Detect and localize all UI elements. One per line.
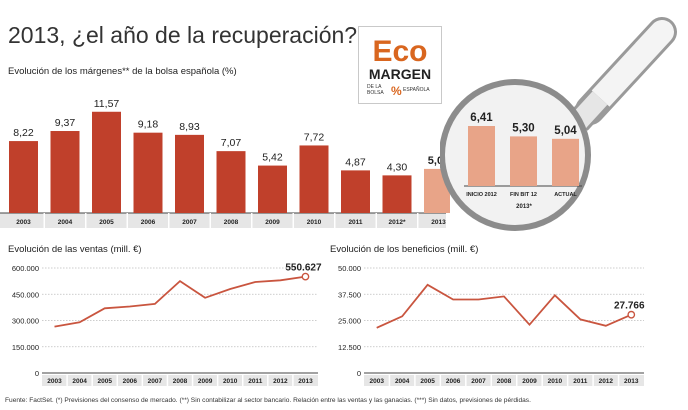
series-end-marker	[627, 310, 636, 319]
inset-bar-3	[552, 138, 579, 186]
bar-value-label: 7,07	[221, 137, 242, 149]
bar-category-label: 2005	[99, 219, 114, 226]
page-title: 2013, ¿el año de la recuperación?	[8, 22, 358, 48]
source-footnote: Fuente: FactSet. (*) Previsiones del con…	[5, 397, 531, 404]
y-tick-label: 50.000	[338, 264, 361, 273]
y-tick-label: 12.500	[338, 343, 361, 352]
bar-2007	[175, 134, 204, 213]
x-tick-label: 2013	[298, 378, 313, 385]
bar-value-label: 4,87	[345, 156, 366, 168]
bar-category-label: 2004	[58, 219, 73, 226]
logo-tag-espanola: ESPAÑOLA	[403, 86, 430, 93]
bar-2005	[92, 111, 121, 213]
logo-word-eco: Eco	[372, 35, 427, 68]
series-end-label: 550.627	[285, 263, 322, 274]
x-tick-label: 2009	[198, 378, 213, 385]
profits-chart-title: Evolución de los beneficios (mill. €)	[330, 244, 479, 255]
x-tick-label: 2008	[173, 378, 188, 385]
bar-category-label: 2011	[348, 219, 362, 226]
bar-category-label: 2013	[431, 219, 446, 226]
series-line	[376, 283, 632, 329]
x-tick-label: 2003	[369, 378, 384, 385]
x-tick-label: 2013	[624, 378, 639, 385]
bar-2012*	[382, 175, 412, 213]
y-tick-label: 600.000	[12, 264, 39, 273]
bar-category-label: 2007	[182, 219, 197, 226]
bar-value-label: 11,57	[94, 98, 120, 110]
inset-bar-category-label: INICIO 2012	[466, 192, 497, 198]
bar-2010	[299, 145, 329, 213]
bar-category-label: 2010	[307, 219, 322, 226]
bar-2004	[50, 131, 80, 213]
series-line	[54, 275, 306, 328]
bar-value-label: 5,42	[262, 152, 283, 164]
magnifier-inset: 6,41 INICIO 2012 5,30 FIN BIT 12 5,04 ACTUAL 2…	[440, 17, 677, 231]
sales-chart-title: Evolución de las ventas (mill. €)	[8, 244, 142, 255]
bar-2003	[9, 141, 38, 213]
bar-category-label: 2012*	[389, 219, 406, 226]
x-tick-label: 2012	[599, 378, 614, 385]
bar-2011	[341, 170, 370, 213]
inset-group-label: 2013*	[516, 204, 532, 210]
inset-bar-1	[468, 126, 495, 186]
bar-2009	[258, 165, 287, 213]
x-axis-band	[364, 375, 644, 386]
inset-bar-category-label: ACTUAL	[554, 192, 577, 198]
x-tick-label: 2004	[72, 378, 87, 385]
margins-bar-chart: 8,22 2003 9,37 2004 11,57 2005 9,18 2006 8,93 200…	[0, 98, 450, 228]
y-tick-label: 37.500	[338, 290, 361, 299]
x-tick-label: 2006	[446, 378, 461, 385]
series-end-label: 27.766	[614, 301, 645, 312]
x-axis-band	[42, 375, 318, 386]
magnifier-handle	[568, 17, 677, 131]
eco-margen-logo-graphic: Eco MARGEN DE LA BOLSA % ESPAÑOLA	[362, 30, 438, 100]
bar-value-label: 4,30	[387, 161, 408, 173]
bar-category-label: 2008	[224, 219, 239, 226]
x-tick-label: 2003	[47, 378, 62, 385]
x-tick-label: 2012	[273, 378, 288, 385]
bar-value-label: 8,22	[13, 127, 34, 139]
series-end-marker	[301, 272, 310, 281]
bar-chart-title: Evolución de los márgenes** de la bolsa …	[8, 66, 237, 77]
inset-bar-value-label: 5,04	[554, 125, 577, 137]
x-tick-label: 2009	[522, 378, 537, 385]
x-tick-label: 2008	[497, 378, 512, 385]
x-tick-label: 2006	[123, 378, 138, 385]
bar-value-label: 9,37	[55, 117, 76, 129]
bar-2008	[216, 151, 246, 213]
x-tick-label: 2004	[395, 378, 410, 385]
logo-tag-bolsa: BOLSA	[367, 90, 384, 96]
profits-line-chart: 0 12.500 25.000 37.500 50.000 2003 2004 2005 200…	[338, 264, 645, 386]
logo-tag-dela: DE LA	[367, 84, 382, 90]
x-tick-label: 2005	[420, 378, 435, 385]
inset-bar-2	[510, 136, 537, 186]
y-tick-label: 25.000	[338, 317, 361, 326]
y-tick-label: 150.000	[12, 343, 39, 352]
x-tick-label: 2011	[573, 378, 587, 385]
y-tick-label: 0	[35, 369, 39, 378]
y-tick-label: 300.000	[12, 317, 39, 326]
x-tick-label: 2010	[223, 378, 238, 385]
x-tick-label: 2005	[97, 378, 112, 385]
bar-category-label: 2009	[265, 219, 280, 226]
sales-line-chart: 0 150.000 300.000 450.000 600.000 2003 2004 200…	[12, 263, 322, 386]
x-tick-label: 2011	[248, 378, 262, 385]
inset-bar-value-label: 6,41	[470, 112, 493, 124]
bar-2006	[133, 132, 163, 213]
bar-value-label: 7,72	[304, 131, 325, 143]
bar-category-label: 2006	[141, 219, 156, 226]
y-tick-label: 0	[357, 369, 361, 378]
inset-bar-category-label: FIN BIT 12	[510, 192, 537, 198]
logo-word-margen: MARGEN	[369, 66, 431, 82]
x-tick-label: 2010	[548, 378, 563, 385]
inset-bar-value-label: 5,30	[512, 122, 534, 134]
logo-percent-symbol: %	[391, 84, 402, 98]
x-tick-label: 2007	[471, 378, 486, 385]
y-tick-label: 450.000	[12, 290, 39, 299]
bar-value-label: 9,18	[138, 119, 159, 131]
bar-category-label: 2003	[16, 219, 31, 226]
bar-value-label: 8,93	[179, 121, 200, 133]
x-tick-label: 2007	[148, 378, 163, 385]
eco-margen-logo: Eco MARGEN DE LA BOLSA % ESPAÑOLA	[358, 26, 442, 104]
